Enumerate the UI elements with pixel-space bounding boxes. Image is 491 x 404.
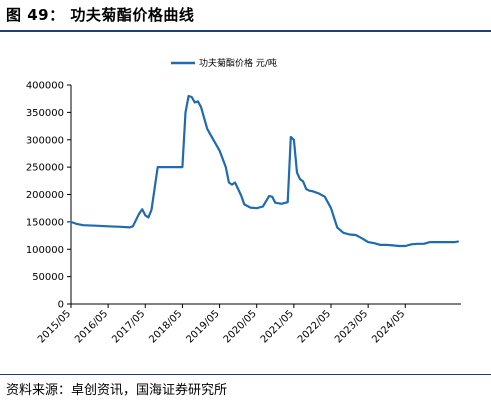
- legend-label: 功夫菊酯价格 元/吨: [199, 57, 277, 69]
- source-rule: [0, 374, 491, 375]
- x-tick-label: 2018/05: [147, 308, 184, 345]
- legend: 功夫菊酯价格 元/吨: [171, 57, 277, 69]
- y-tick-label: 50000: [32, 272, 64, 283]
- series-line: [69, 94, 459, 248]
- x-tick-label: 2015/05: [36, 308, 73, 345]
- series-layer: [69, 94, 459, 248]
- x-tick-label: 2017/05: [110, 308, 147, 345]
- x-axis: 2015/05 2016/05 2017/05 2018/05 2019/05 2020/…: [36, 303, 461, 345]
- y-tick-label: 100000: [26, 245, 64, 256]
- x-tick-label: 2024/05: [370, 308, 407, 345]
- source-note: 资料来源：卓创资讯，国海证券研究所: [6, 383, 228, 398]
- y-tick-label: 150000: [26, 217, 64, 228]
- x-tick-label: 2020/05: [222, 308, 259, 345]
- y-tick-label: 200000: [26, 190, 64, 201]
- y-axis: 0 50000 100000 150000 200000 250000 300000 3500…: [26, 81, 72, 311]
- x-tick-label: 2019/05: [185, 308, 222, 345]
- figure-title: 图 49： 功夫菊酯价格曲线: [6, 6, 195, 24]
- x-tick-label: 2021/05: [259, 308, 296, 345]
- y-tick-label: 400000: [26, 81, 64, 92]
- y-tick-label: 300000: [26, 135, 64, 146]
- title-rule: [0, 30, 491, 32]
- price-line-chart: 功夫菊酯价格 元/吨 0 50000 100000 150000 200000 25000…: [26, 57, 461, 345]
- y-tick-label: 0: [58, 300, 64, 311]
- y-tick-label: 350000: [26, 108, 64, 119]
- x-tick-label: 2023/05: [333, 308, 370, 345]
- y-tick-label: 250000: [26, 163, 64, 174]
- x-tick-label: 2016/05: [73, 308, 110, 345]
- x-tick-label: 2022/05: [296, 308, 333, 345]
